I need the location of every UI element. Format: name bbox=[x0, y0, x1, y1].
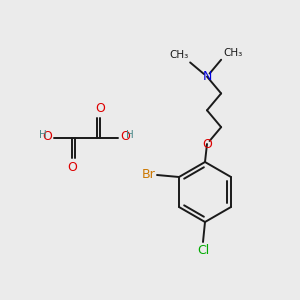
Text: N: N bbox=[202, 70, 212, 83]
Text: O: O bbox=[67, 161, 77, 174]
Text: O: O bbox=[95, 102, 105, 115]
Text: H: H bbox=[39, 130, 47, 140]
Text: O: O bbox=[120, 130, 130, 143]
Text: O: O bbox=[202, 137, 212, 151]
Text: O: O bbox=[42, 130, 52, 143]
Text: CH₃: CH₃ bbox=[169, 50, 188, 60]
Text: Br: Br bbox=[141, 169, 155, 182]
Text: Cl: Cl bbox=[197, 244, 209, 257]
Text: H: H bbox=[126, 130, 134, 140]
Text: CH₃: CH₃ bbox=[223, 48, 242, 58]
